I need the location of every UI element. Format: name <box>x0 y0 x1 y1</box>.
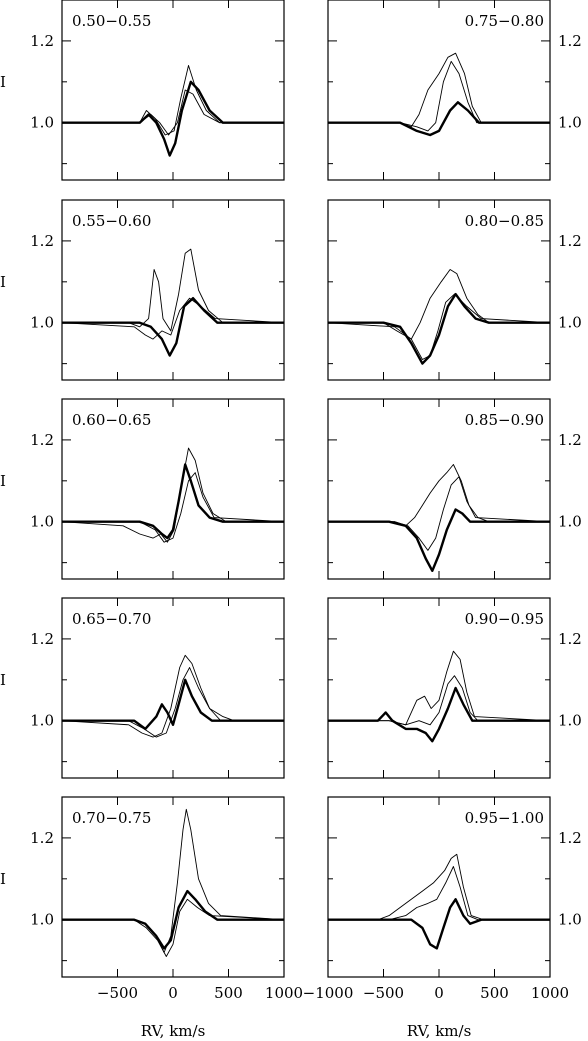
panel-6: 1.0 1.2 I 0.65−0.70 <box>0 597 285 779</box>
panel-0: 1.0 1.2 I 0.50−0.55 <box>0 0 285 181</box>
panel-3-series-2-thin <box>328 269 550 340</box>
x-tick-label: 0 <box>434 984 444 1002</box>
y-tick-label: 1.2 <box>558 630 582 648</box>
y-tick-label: 1.0 <box>30 114 54 132</box>
y-tick-label: 1.2 <box>558 431 582 449</box>
panel-1-series-0-thick <box>328 101 550 137</box>
panel-1-series-2-thin <box>328 60 550 132</box>
panel-1: 1.0 1.2 0.75−0.80 <box>327 0 582 181</box>
panel-4-series-2-thin <box>62 472 285 543</box>
panel-9: 1.0 1.2 0.95−1.00 <box>327 796 582 978</box>
panel-3: 1.0 1.2 0.80−0.85 <box>327 199 582 381</box>
panel-2: 1.0 1.2 I 0.55−0.60 <box>0 199 285 381</box>
phase-label: 0.95−1.00 <box>465 809 544 827</box>
phase-label: 0.70−0.75 <box>72 809 151 827</box>
x-tick-label: 1000 <box>265 984 303 1002</box>
x-tick-label: 1000 <box>531 984 569 1002</box>
x-axis-label: RV, km/s <box>407 1022 472 1040</box>
panel-0-series-2-thin <box>62 89 284 136</box>
panel-2-series-0-thick <box>62 297 284 357</box>
panel-7-series-2-thin <box>328 675 550 726</box>
x-tick-label: 500 <box>480 984 509 1002</box>
phase-label: 0.65−0.70 <box>72 610 151 628</box>
y-tick-label: 1.2 <box>30 232 54 250</box>
panel-8: 1.0 1.2 I 0.70−0.75 <box>0 796 285 978</box>
y-tick-label: 1.0 <box>558 114 582 132</box>
y-axis-label: I <box>0 73 6 91</box>
panel-7-series-0-thick <box>328 686 550 743</box>
panel-5-series-2-thin <box>328 476 551 551</box>
panel-5-series-1-thin <box>328 464 550 527</box>
y-tick-label: 1.0 <box>30 911 54 929</box>
x-tick-label: −1000 <box>303 984 354 1002</box>
y-tick-label: 1.0 <box>558 712 582 730</box>
panel-8-series-2-thin <box>62 898 285 957</box>
x-tick-label: −500 <box>363 984 404 1002</box>
panel-5-series-0-thick <box>328 508 550 572</box>
panel-9-series-0-thick <box>328 898 550 950</box>
y-tick-label: 1.2 <box>558 32 582 50</box>
y-tick-label: 1.0 <box>558 911 582 929</box>
x-tick-label: −500 <box>97 984 138 1002</box>
y-tick-label: 1.0 <box>30 712 54 730</box>
y-tick-label: 1.2 <box>30 431 54 449</box>
y-tick-label: 1.0 <box>558 314 582 332</box>
y-tick-label: 1.2 <box>558 232 582 250</box>
phase-label: 0.80−0.85 <box>465 212 544 230</box>
y-tick-label: 1.2 <box>30 32 54 50</box>
y-axis-label: I <box>0 671 6 689</box>
panel-5: 1.0 1.2 0.85−0.90 <box>327 398 582 580</box>
panel-3-series-0-thick <box>328 292 550 365</box>
panel-4: 1.0 1.2 I 0.60−0.65 <box>0 398 285 580</box>
x-axis-label: RV, km/s <box>141 1022 206 1040</box>
phase-label: 0.50−0.55 <box>72 12 151 30</box>
panel-7: 1.0 1.2 0.90−0.95 <box>327 597 582 779</box>
phase-label: 0.90−0.95 <box>465 610 544 628</box>
panel-8-series-1-thin <box>62 808 285 953</box>
panel-1-series-1-thin <box>328 52 550 128</box>
phase-label: 0.75−0.80 <box>465 12 544 30</box>
panel-4-series-1-thin <box>61 447 284 543</box>
y-axis-label: I <box>0 472 6 490</box>
panel-9-series-1-thin <box>328 853 550 921</box>
y-tick-label: 1.0 <box>30 513 54 531</box>
y-tick-label: 1.0 <box>30 314 54 332</box>
y-axis-label: I <box>0 870 6 888</box>
panel-2-series-1-thin <box>62 248 284 332</box>
y-tick-label: 1.0 <box>558 513 582 531</box>
phase-label: 0.85−0.90 <box>465 411 544 429</box>
x-tick-label: 0 <box>168 984 178 1002</box>
y-tick-label: 1.2 <box>30 630 54 648</box>
panel-9-series-2-thin <box>328 866 550 921</box>
x-tick-label: 500 <box>214 984 243 1002</box>
y-tick-label: 1.2 <box>30 829 54 847</box>
phase-label: 0.55−0.60 <box>72 212 151 230</box>
y-tick-label: 1.2 <box>558 829 582 847</box>
panel-6-series-2-thin <box>62 667 284 738</box>
panel-7-series-1-thin <box>328 650 551 726</box>
panel-6-series-0-thick <box>62 678 284 731</box>
phase-label: 0.60−0.65 <box>72 411 151 429</box>
panel-0-series-0-thick <box>62 80 284 157</box>
panel-2-series-2-thin <box>61 297 285 340</box>
y-axis-label: I <box>0 273 6 291</box>
panel-3-series-1-thin <box>327 293 551 360</box>
panel-0-series-1-thin <box>62 65 284 136</box>
panel-4-series-0-thick <box>62 463 284 540</box>
